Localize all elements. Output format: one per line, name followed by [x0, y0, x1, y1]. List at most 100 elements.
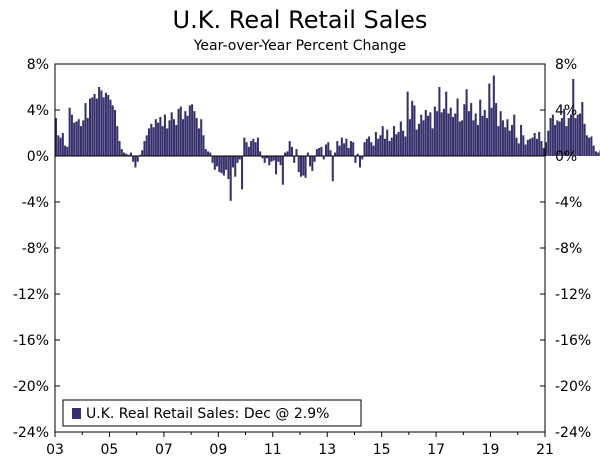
- y-tick-label-left: -16%: [13, 333, 49, 349]
- bar: [545, 142, 548, 156]
- bar: [436, 111, 439, 156]
- bar: [68, 107, 71, 156]
- bar: [447, 113, 450, 156]
- bar: [107, 95, 110, 156]
- legend-label: U.K. Real Retail Sales: Dec @ 2.9%: [86, 406, 329, 422]
- y-tick-label-left: -20%: [13, 379, 49, 395]
- bar: [529, 138, 532, 156]
- y-tick-label-left: 4%: [27, 103, 49, 119]
- bar: [168, 120, 171, 156]
- y-tick-label-right: -24%: [555, 425, 591, 441]
- y-tick-label-left: -12%: [13, 287, 49, 303]
- bar: [227, 156, 230, 179]
- bar: [388, 141, 391, 156]
- y-tick-label-right: -4%: [555, 195, 582, 211]
- bar: [243, 137, 246, 156]
- bar: [495, 103, 498, 156]
- bar: [549, 118, 552, 156]
- bar: [379, 135, 382, 156]
- bar: [572, 78, 575, 156]
- y-tick-label-right: -8%: [555, 241, 582, 257]
- bar: [120, 149, 123, 156]
- bar: [89, 98, 92, 156]
- bar: [368, 136, 371, 156]
- bar: [402, 130, 405, 156]
- bar: [322, 156, 325, 160]
- bar: [456, 98, 459, 156]
- bar: [427, 115, 430, 156]
- bar: [406, 91, 409, 156]
- bar: [474, 113, 477, 156]
- bar: [594, 151, 597, 156]
- bar: [143, 141, 146, 156]
- bar: [211, 156, 214, 163]
- bar: [70, 114, 73, 156]
- bar: [306, 152, 309, 156]
- bar: [433, 106, 436, 156]
- bar: [234, 156, 237, 177]
- bar: [125, 153, 128, 156]
- bar: [440, 112, 443, 156]
- bar: [424, 110, 427, 156]
- bar: [179, 106, 182, 156]
- bar: [188, 105, 191, 156]
- bar: [538, 131, 541, 156]
- bar: [411, 100, 414, 156]
- bar: [197, 128, 200, 156]
- y-tick-label-left: -8%: [22, 241, 49, 257]
- bar: [576, 114, 579, 156]
- bar: [241, 156, 244, 190]
- x-tick-label: 07: [155, 442, 173, 458]
- bar: [397, 131, 400, 156]
- bar: [109, 99, 112, 156]
- bar: [354, 156, 357, 163]
- bar: [116, 126, 119, 156]
- y-tick-label-left: 8%: [27, 57, 49, 73]
- bar: [73, 122, 76, 156]
- bar: [79, 126, 82, 156]
- bar: [277, 156, 280, 162]
- bar: [281, 156, 284, 185]
- bar: [104, 92, 107, 156]
- bar: [161, 126, 164, 156]
- bar: [256, 137, 259, 156]
- bar: [100, 90, 103, 156]
- bar: [479, 99, 482, 156]
- bar: [442, 108, 445, 156]
- bar: [86, 118, 89, 156]
- bar: [206, 151, 210, 156]
- y-tick-label-right: -16%: [555, 333, 591, 349]
- bar: [320, 146, 323, 156]
- bar: [172, 119, 175, 156]
- bar: [361, 156, 364, 160]
- bar: [236, 156, 239, 163]
- bar: [551, 114, 554, 156]
- chart-title: U.K. Real Retail Sales: [172, 6, 428, 34]
- bar: [445, 91, 448, 156]
- bar: [82, 120, 85, 156]
- bar: [363, 142, 366, 156]
- bar-series: [55, 75, 600, 201]
- x-tick-label: 21: [536, 442, 554, 458]
- bar: [129, 152, 132, 156]
- bar: [515, 137, 518, 156]
- bar: [404, 136, 407, 156]
- bar: [356, 153, 359, 156]
- bar: [579, 113, 582, 156]
- bar: [61, 133, 64, 156]
- bar: [408, 119, 411, 156]
- bar: [272, 156, 275, 161]
- bar: [166, 128, 169, 156]
- bar: [229, 156, 232, 201]
- bar: [347, 147, 350, 156]
- bar: [202, 135, 205, 156]
- bar: [152, 127, 155, 156]
- bar: [263, 156, 266, 163]
- bar: [501, 120, 504, 156]
- bar: [66, 146, 69, 156]
- bar: [381, 126, 384, 156]
- bar: [526, 139, 529, 156]
- bar: [488, 83, 491, 156]
- bar: [349, 141, 352, 156]
